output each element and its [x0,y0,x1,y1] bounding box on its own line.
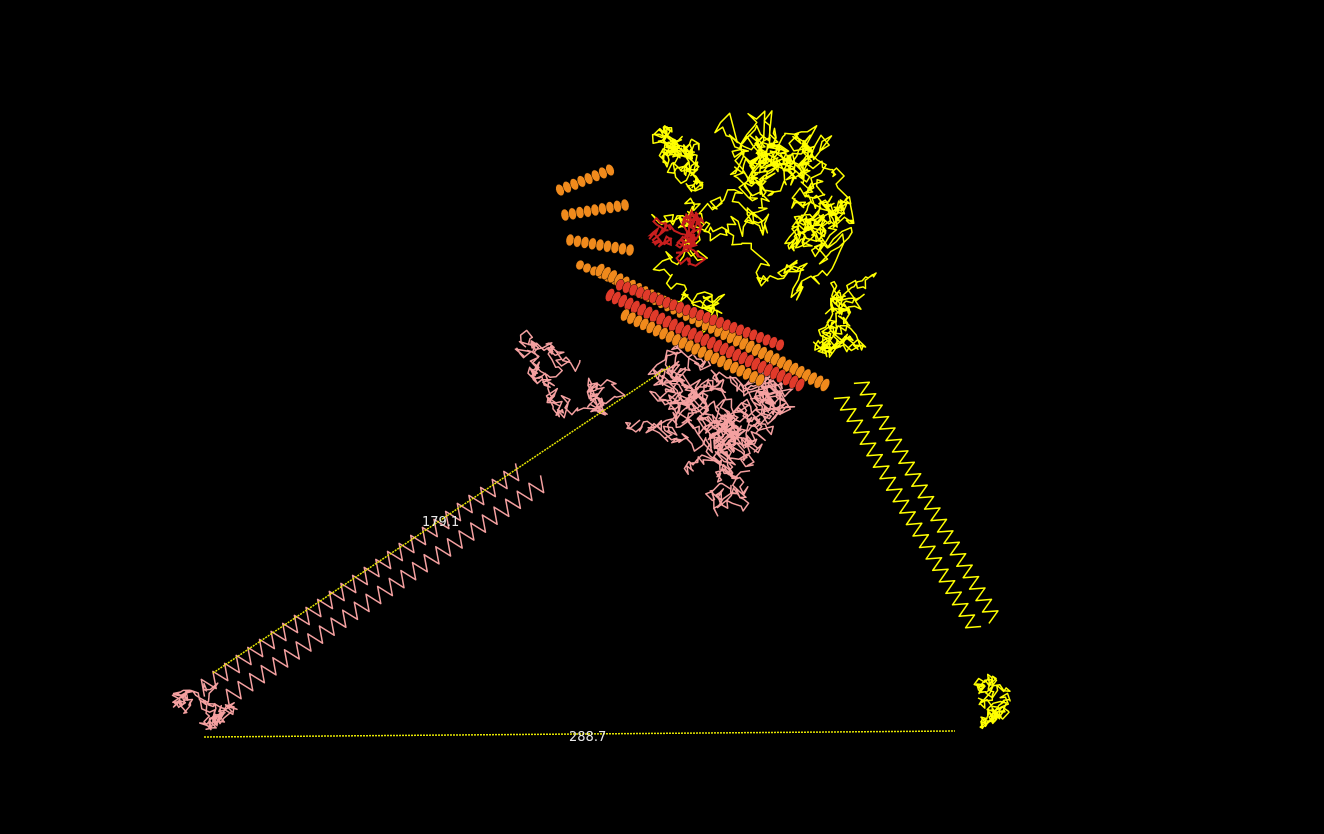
helix-segment [625,243,635,257]
helical-arm-trace [200,463,520,697]
helix-segment [775,339,785,351]
helix-segment [755,373,765,387]
distance-measurement-2[interactable]: 288.7 [203,730,956,745]
distance-line [212,365,671,674]
backbone-trace [625,332,796,480]
helical-arm-trace [833,396,982,629]
backbone-trace [651,110,855,337]
backbone-trace [651,125,704,193]
backbone-trace [812,272,877,358]
distance-label: 288.7 [569,730,606,745]
backbone-trace [973,673,1011,730]
distance-line [203,730,956,738]
helix-segment [605,164,615,176]
pink-chain-ribbon [171,329,796,731]
cartoon-helix-domain [555,164,830,392]
helix-segment [795,378,805,392]
helix-segment [620,198,630,212]
backbone-trace [683,413,758,517]
backbone-trace [647,208,707,267]
backbone-trace [514,329,626,419]
helical-arm-trace [225,475,545,707]
backbone-trace [171,682,238,731]
distance-label: 179.1 [422,515,459,530]
helix-segment [820,378,830,392]
helical-arm-trace [853,381,999,624]
distance-measurement-1[interactable]: 179.1 [212,365,671,674]
yellow-chain-ribbon [651,110,1011,730]
